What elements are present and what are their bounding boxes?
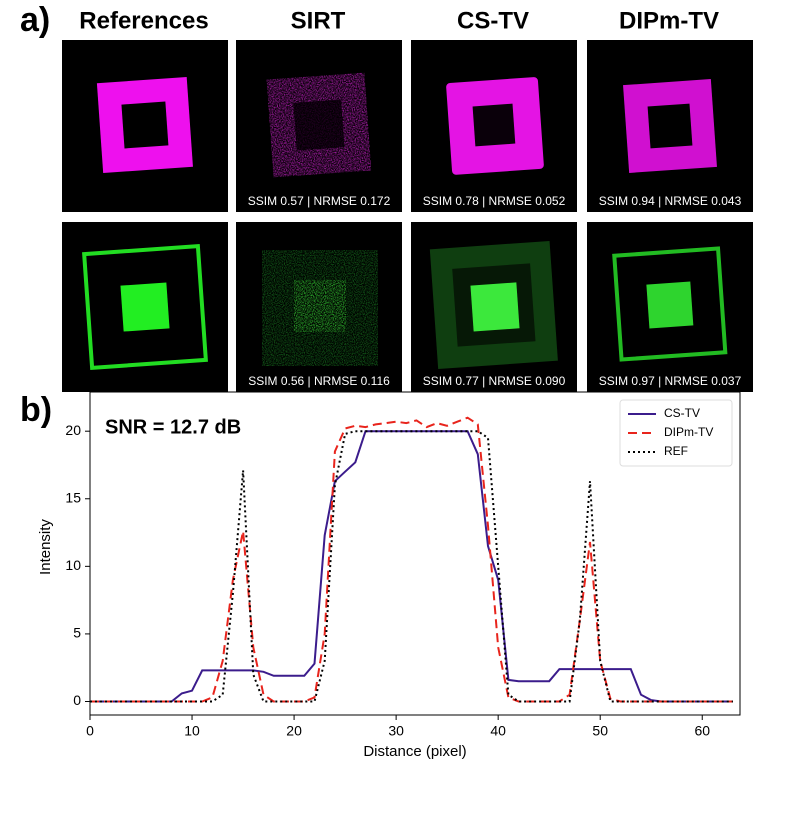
x-axis-label: Distance (pixel) [363, 743, 466, 760]
image-sirt-green [236, 222, 402, 392]
plot-frame [89, 391, 741, 716]
image-dipm-magenta [587, 40, 753, 212]
panel-label: b) [20, 391, 52, 429]
y-axis-label: Intensity [37, 519, 54, 575]
metric-caption: SSIM 0.77 | NRMSE 0.090 [423, 374, 566, 388]
image-reference-magenta [62, 40, 228, 212]
x-tick-label: 50 [592, 723, 608, 739]
series-line [90, 430, 733, 703]
y-tick-label: 5 [73, 625, 81, 641]
column-title: SIRT [291, 7, 346, 34]
x-tick-label: 60 [694, 723, 710, 739]
y-tick-label: 20 [65, 422, 81, 438]
image-sirt-magenta [236, 40, 402, 212]
x-tick-label: 30 [388, 723, 404, 739]
image-cstv-green [411, 222, 577, 392]
y-tick-label: 0 [73, 692, 81, 708]
image-cstv-magenta [411, 40, 577, 212]
x-tick-label: 40 [490, 723, 506, 739]
metric-caption: SSIM 0.57 | NRMSE 0.172 [248, 194, 391, 208]
x-tick-label: 20 [286, 723, 302, 739]
y-tick-label: 10 [65, 557, 81, 573]
metric-caption: SSIM 0.56 | NRMSE 0.116 [248, 374, 390, 388]
series-line [90, 430, 733, 703]
legend-label: DIPm-TV [664, 425, 713, 439]
metric-caption: SSIM 0.78 | NRMSE 0.052 [423, 194, 566, 208]
annotation: SNR = 12.7 dB [105, 416, 241, 438]
column-title: References [79, 7, 208, 34]
legend-box [619, 399, 733, 467]
legend-label: REF [664, 444, 688, 458]
metric-caption: SSIM 0.94 | NRMSE 0.043 [599, 194, 742, 208]
metric-caption: SSIM 0.97 | NRMSE 0.037 [599, 374, 742, 388]
x-tick-label: 0 [86, 723, 94, 739]
image-reference-green [62, 222, 228, 392]
image-dipm-green [587, 222, 753, 392]
x-tick-label: 10 [184, 723, 200, 739]
y-tick-label: 15 [65, 489, 81, 505]
column-title: CS-TV [457, 7, 529, 34]
panel-label: a) [20, 1, 50, 39]
column-title: DIPm-TV [619, 7, 719, 34]
legend-label: CS-TV [664, 406, 700, 420]
